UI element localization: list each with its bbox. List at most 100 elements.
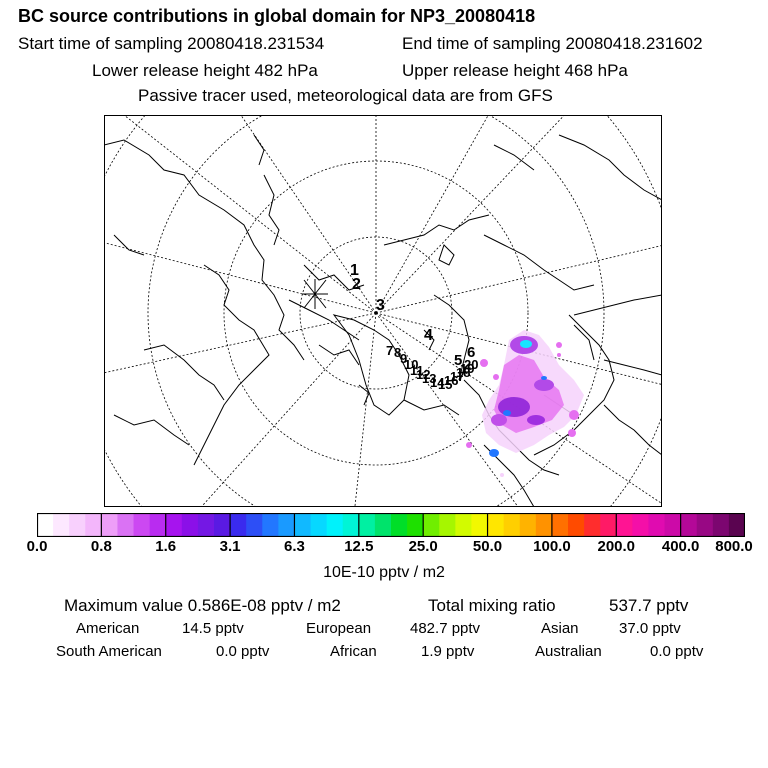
american-label: American: [76, 620, 140, 637]
colorbar-cell: [407, 513, 424, 537]
colorbar-cell: [326, 513, 344, 537]
colorbar-cell: [85, 513, 102, 537]
colorbar-cell: [310, 513, 328, 537]
asian-value: 37.0 pptv: [619, 620, 681, 637]
colorbar-cell: [455, 513, 473, 537]
colorbar-tick-label: 0.8: [90, 538, 112, 555]
colorbar-cell: [101, 513, 119, 537]
colorbar-cell: [584, 513, 601, 537]
colorbar-tick-label: 6.3: [284, 538, 305, 555]
colorbar-cell: [471, 513, 489, 537]
colorbar-cell: [535, 513, 553, 537]
colorbar-border: [37, 513, 745, 537]
asian-label: Asian: [541, 620, 579, 637]
trajectory-label-18: 18: [456, 365, 470, 380]
australian-value: 0.0 pptv: [650, 643, 704, 660]
trajectory-label-15: 15: [438, 377, 452, 392]
colorbar-cell: [197, 513, 215, 537]
trajectory-label-8: 8: [394, 345, 401, 360]
colorbar-tick-lines: [100, 513, 682, 537]
african-label: African: [330, 643, 377, 660]
european-value: 482.7 pptv: [410, 620, 481, 637]
trajectory-start-marker: [302, 279, 328, 309]
colorbar-tick-label: 400.0: [661, 538, 700, 555]
colorbar-cell: [53, 513, 70, 537]
trajectory-label-10: 10: [404, 357, 418, 372]
colorbar-cell: [117, 513, 135, 537]
trajectory-label-17: 17: [450, 369, 464, 384]
polar-map: 1 2 3 4 5 6 7 8 9 10 11 12 13 14 15 16 1…: [104, 115, 662, 507]
colorbar-cell: [551, 513, 569, 537]
colorbar-cell: [519, 513, 537, 537]
colorbar-cell: [133, 513, 151, 537]
colorbar-cell: [648, 513, 666, 537]
map-frame: [104, 115, 662, 507]
european-label: European: [306, 620, 372, 637]
colorbar-cell: [230, 513, 247, 537]
colorbar-tick-label: 50.0: [472, 538, 503, 555]
colorbar-tick-label: 200.0: [597, 538, 636, 555]
trajectory-label-1: 1: [350, 262, 359, 279]
colorbar-cells: [37, 513, 745, 537]
colorbar-tick-label: 3.1: [219, 538, 241, 555]
trajectory-label-13: 13: [422, 371, 436, 386]
colorbar-cell: [374, 513, 392, 537]
colorbar-units: 10E-10 pptv / m2: [323, 564, 445, 581]
trajectory-label-9: 9: [400, 351, 407, 366]
trajectory-label-6: 6: [467, 344, 475, 361]
australian-label: Australian: [535, 643, 602, 660]
colorbar-cell: [69, 513, 86, 537]
trajectory-label-4: 4: [424, 327, 433, 344]
end-time-label: End time of sampling 20080418.231602: [402, 34, 703, 53]
trajectory-label-7: 7: [386, 343, 393, 358]
colorbar-cell: [149, 513, 167, 537]
colorbar-cell: [503, 513, 521, 537]
trajectory-label-14: 14: [430, 375, 445, 390]
african-value: 1.9 pptv: [421, 643, 475, 660]
trajectory-label-16: 16: [444, 373, 458, 388]
colorbar-cell: [664, 513, 682, 537]
colorbar-tick-label: 800.0: [715, 538, 753, 555]
trajectory-label-19: 19: [460, 361, 474, 376]
trajectory-label-11: 11: [410, 363, 424, 378]
colorbar-tick-label: 100.0: [533, 538, 571, 555]
colorbar-cell: [246, 513, 263, 537]
trajectory-label-2: 2: [352, 276, 361, 293]
total-mixing-ratio-value: 537.7 pptv: [609, 596, 689, 615]
colorbar-cell: [696, 513, 714, 537]
trajectory-label-5: 5: [454, 352, 462, 369]
colorbar-cell: [632, 513, 650, 537]
colorbar-cell: [37, 513, 54, 537]
colorbar-cell: [294, 513, 312, 537]
american-value: 14.5 pptv: [182, 620, 244, 637]
trajectory-label-3: 3: [376, 297, 385, 314]
figure-title: BC source contributions in global domain…: [18, 6, 536, 26]
total-mixing-ratio-label: Total mixing ratio: [428, 596, 556, 615]
colorbar-tick-label: 12.5: [344, 538, 374, 555]
start-time-label: Start time of sampling 20080418.231534: [18, 34, 325, 53]
colorbar-cell: [391, 513, 408, 537]
trajectory-label-12: 12: [416, 367, 430, 382]
colorbar-cell: [600, 513, 617, 537]
colorbar-cell: [487, 513, 505, 537]
colorbar-cell: [278, 513, 296, 537]
colorbar-cell: [680, 513, 698, 537]
south-american-value: 0.0 pptv: [216, 643, 270, 660]
south-american-label: South American: [56, 643, 162, 660]
colorbar-cell: [165, 513, 183, 537]
trajectory-label-20: 20: [464, 357, 478, 372]
trajectory-labels: 1 2 3 4 5 6 7 8 9 10 11 12 13 14 15 16 1…: [350, 262, 478, 392]
colorbar: [37, 513, 745, 537]
colorbar-tick-label: 1.6: [155, 538, 177, 555]
colorbar-cell: [712, 513, 730, 537]
colorbar-cell: [616, 513, 633, 537]
colorbar-cell: [439, 513, 456, 537]
colorbar-cell: [214, 513, 231, 537]
lower-release-height-label: Lower release height 482 hPa: [92, 61, 318, 80]
colorbar-cell: [568, 513, 585, 537]
colorbar-cell: [181, 513, 199, 537]
colorbar-tick-label: 25.0: [408, 538, 438, 555]
colorbar-cell: [423, 513, 440, 537]
emission-plume: [466, 330, 584, 477]
colorbar-cell: [358, 513, 376, 537]
